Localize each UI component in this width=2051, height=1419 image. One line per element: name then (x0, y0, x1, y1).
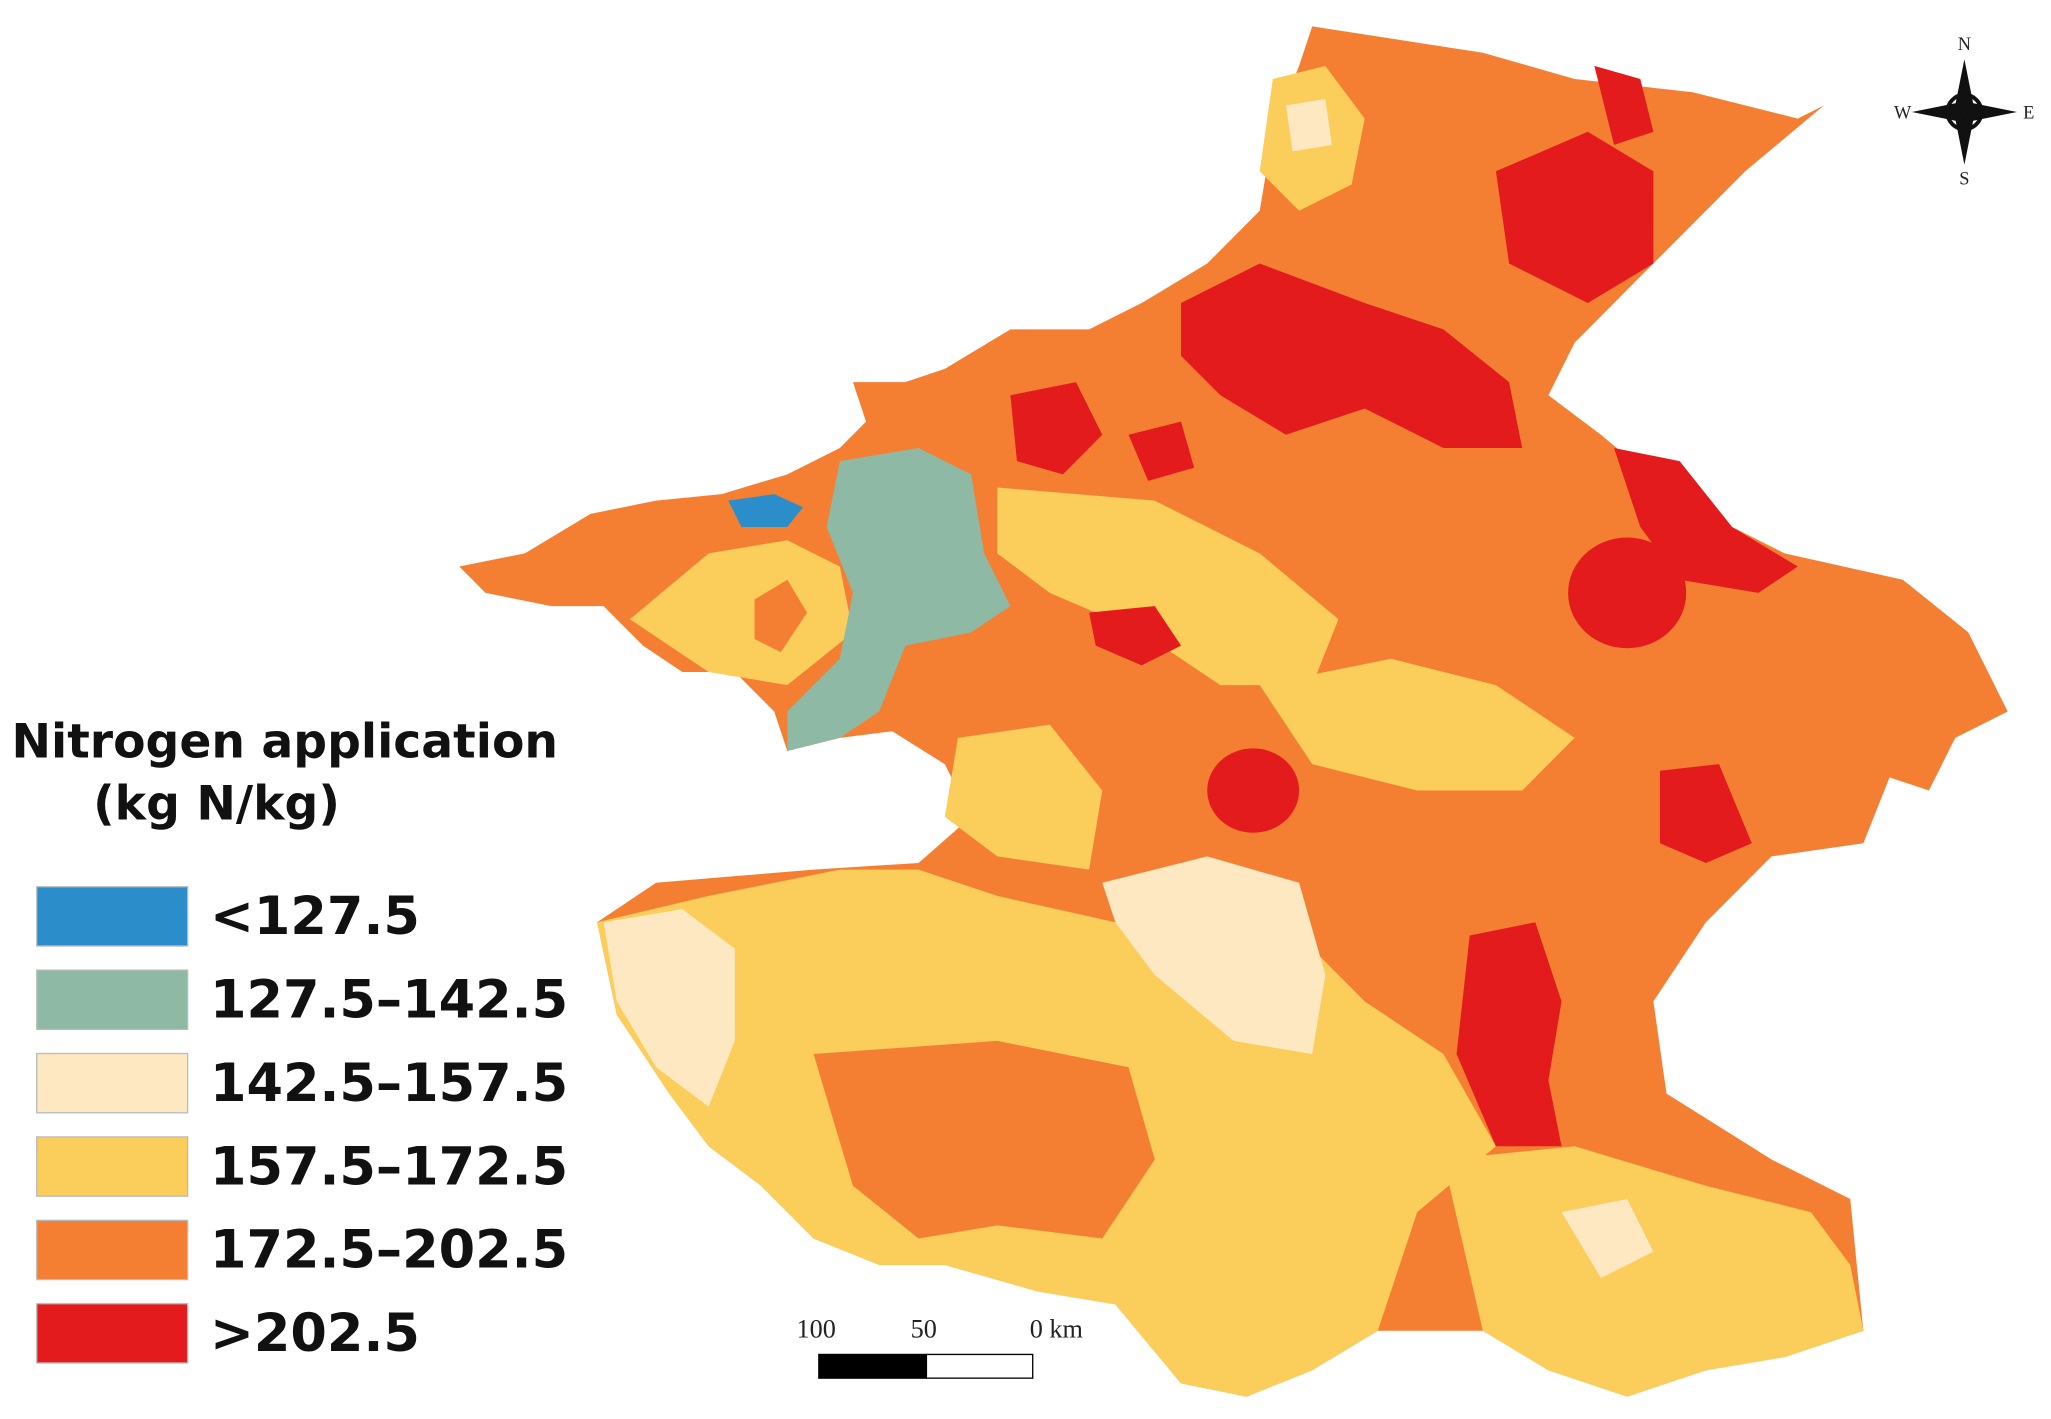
map-region (1089, 606, 1181, 666)
compass-e: E (2023, 103, 2034, 123)
map-region (997, 487, 1339, 686)
legend-swatch (36, 1219, 189, 1281)
map-region (1010, 382, 1103, 475)
scale-label: 100 (797, 1314, 836, 1343)
compass: N S W E (1894, 34, 2034, 188)
map-region (1180, 263, 1523, 448)
legend-label: 172.5–202.5 (210, 1220, 568, 1281)
compass-s: S (1959, 168, 1969, 188)
map-region (1614, 447, 1798, 593)
scale-bar-white (925, 1353, 1034, 1379)
map-region (1495, 131, 1654, 304)
map-region (787, 447, 1011, 752)
map-region (1259, 658, 1575, 791)
map-region (813, 1040, 1155, 1239)
legend-swatch (36, 886, 189, 947)
map-region (1568, 537, 1687, 649)
map-region (944, 724, 1103, 870)
scale-label: 50 (911, 1314, 937, 1343)
legend: Nitrogen application (kg N/kg) <127.5 127… (11, 715, 568, 1365)
legend-items: <127.5 127.5–142.5 142.5–157.5 157.5–172.5 1… (36, 886, 568, 1364)
compass-arrow (1955, 59, 1974, 112)
map-region (1285, 98, 1332, 152)
compass-ring (1945, 92, 1984, 132)
map-region (1594, 65, 1654, 145)
map-region (1207, 748, 1300, 833)
compass-n: N (1958, 34, 1971, 54)
legend-swatch (36, 1136, 189, 1197)
legend-swatch (36, 1052, 189, 1114)
legend-label: 127.5–142.5 (210, 969, 568, 1030)
scale-bar-black (818, 1353, 928, 1379)
map-region (1561, 1198, 1654, 1279)
map (459, 26, 2008, 1397)
compass-arrow (1955, 111, 1974, 165)
map-region (754, 579, 808, 653)
map-region (1102, 856, 1326, 1055)
compass-arrow (1911, 102, 1965, 122)
legend-label: <127.5 (210, 886, 420, 947)
map-region (629, 540, 853, 686)
scale-bar: 100 50 0 km (797, 1314, 1084, 1379)
legend-label: >202.5 (210, 1303, 420, 1364)
map-region (603, 909, 735, 1107)
compass-arrow (1964, 102, 2017, 122)
scale-label: 0 km (1030, 1314, 1084, 1343)
compass-w: W (1894, 103, 1912, 123)
legend-unit: (kg N/kg) (93, 776, 340, 831)
map-region (1128, 421, 1195, 481)
map-region (1659, 764, 1752, 863)
legend-swatch (36, 1303, 189, 1364)
legend-label: 142.5–157.5 (210, 1053, 568, 1114)
legend-label: 157.5–172.5 (210, 1136, 568, 1197)
legend-swatch (36, 969, 189, 1031)
map-region (1456, 922, 1562, 1147)
legend-title: Nitrogen application (11, 715, 558, 770)
map-region (1443, 1146, 1864, 1397)
map-region (728, 494, 804, 528)
